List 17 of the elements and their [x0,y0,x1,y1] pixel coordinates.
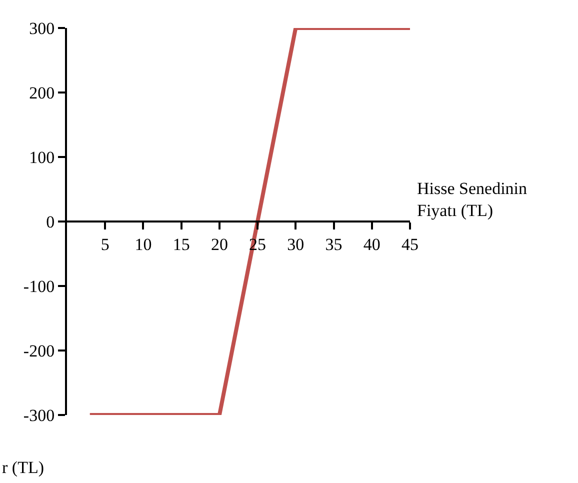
y-tick-label: 200 [29,83,55,102]
x-tick-label: 40 [363,234,380,254]
x-tick-label: 10 [134,234,152,254]
y-tick-label: 300 [29,18,55,38]
x-tick-label: 35 [325,234,342,254]
y-tick-label: 100 [29,148,55,167]
y-axis-title: r (TL) [2,458,44,477]
y-tick-label: 0 [46,212,55,232]
x-tick-label: 20 [210,234,228,254]
x-tick-label: 5 [100,234,110,254]
x-tick-label: 45 [402,234,418,254]
x-tick-label: 30 [287,234,304,254]
y-tick-label: -100 [23,276,55,296]
y-tick-label: -200 [23,341,55,360]
x-tick-label: 15 [172,234,190,254]
y-tick-label: -300 [23,406,55,425]
x-axis-title: Hisse Senedinin Fiyatı (TL) [417,179,528,220]
